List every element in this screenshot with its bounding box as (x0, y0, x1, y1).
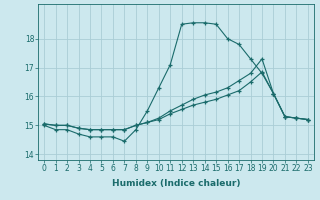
X-axis label: Humidex (Indice chaleur): Humidex (Indice chaleur) (112, 179, 240, 188)
